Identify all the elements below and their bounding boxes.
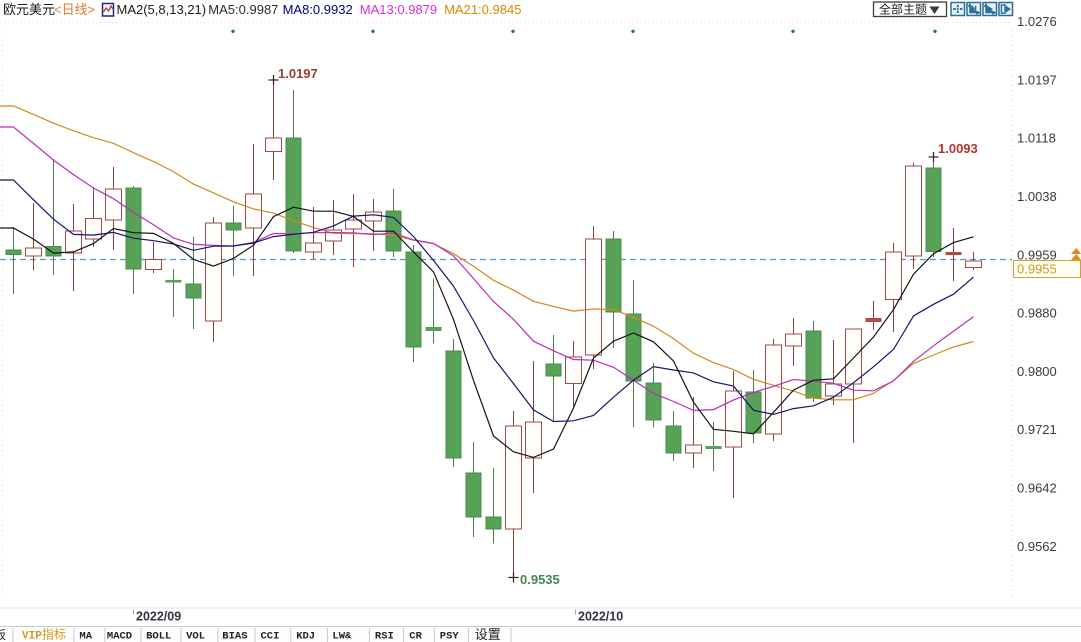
svg-text:设置: 设置 xyxy=(475,627,501,642)
svg-text:MA21:0.9845: MA21:0.9845 xyxy=(444,2,521,17)
svg-text:VIP指标: VIP指标 xyxy=(22,627,66,642)
svg-text:1.0093: 1.0093 xyxy=(938,141,978,156)
svg-text:KDJ: KDJ xyxy=(296,631,315,642)
svg-text:0.9880: 0.9880 xyxy=(1017,306,1057,321)
svg-text:1.0118: 1.0118 xyxy=(1017,131,1056,146)
svg-text:BOLL: BOLL xyxy=(146,631,171,642)
svg-text:1.0197: 1.0197 xyxy=(1017,72,1057,87)
svg-text:1.0038: 1.0038 xyxy=(1017,189,1057,204)
svg-text:欧元美元: 欧元美元 xyxy=(3,2,55,17)
svg-text:MA13:0.9879: MA13:0.9879 xyxy=(360,2,437,17)
svg-text:1.0197: 1.0197 xyxy=(278,66,318,81)
svg-text:MA: MA xyxy=(79,631,92,642)
svg-text:0.9535: 0.9535 xyxy=(520,572,560,587)
svg-text:0.9959: 0.9959 xyxy=(1017,247,1057,262)
svg-text:2022/09: 2022/09 xyxy=(136,610,181,624)
svg-text:MA8:0.9932: MA8:0.9932 xyxy=(283,2,353,17)
svg-text:BIAS: BIAS xyxy=(222,631,247,642)
svg-text:0.9721: 0.9721 xyxy=(1017,422,1057,437)
svg-text:RSI: RSI xyxy=(375,631,394,642)
svg-text:CR: CR xyxy=(409,631,422,642)
svg-text:0.9955: 0.9955 xyxy=(1017,262,1057,277)
svg-text:0.9642: 0.9642 xyxy=(1017,481,1057,496)
svg-text:全部主题: 全部主题 xyxy=(879,2,927,17)
svg-text:MA2(5,8,13,21): MA2(5,8,13,21) xyxy=(117,2,207,17)
svg-text:MA5:0.9987: MA5:0.9987 xyxy=(208,2,278,17)
svg-text:VOL: VOL xyxy=(186,631,205,642)
svg-text:0.9800: 0.9800 xyxy=(1017,364,1057,379)
svg-text:MACD: MACD xyxy=(107,631,132,642)
svg-text:<日线>: <日线> xyxy=(54,2,95,17)
svg-text:LW&: LW& xyxy=(332,631,352,642)
svg-text:0.9562: 0.9562 xyxy=(1017,539,1057,554)
svg-text:PSY: PSY xyxy=(440,631,460,642)
svg-text:板: 板 xyxy=(0,628,6,642)
svg-text:CCI: CCI xyxy=(261,631,280,642)
svg-text:1.0276: 1.0276 xyxy=(1017,14,1057,29)
svg-text:2022/10: 2022/10 xyxy=(578,610,623,624)
